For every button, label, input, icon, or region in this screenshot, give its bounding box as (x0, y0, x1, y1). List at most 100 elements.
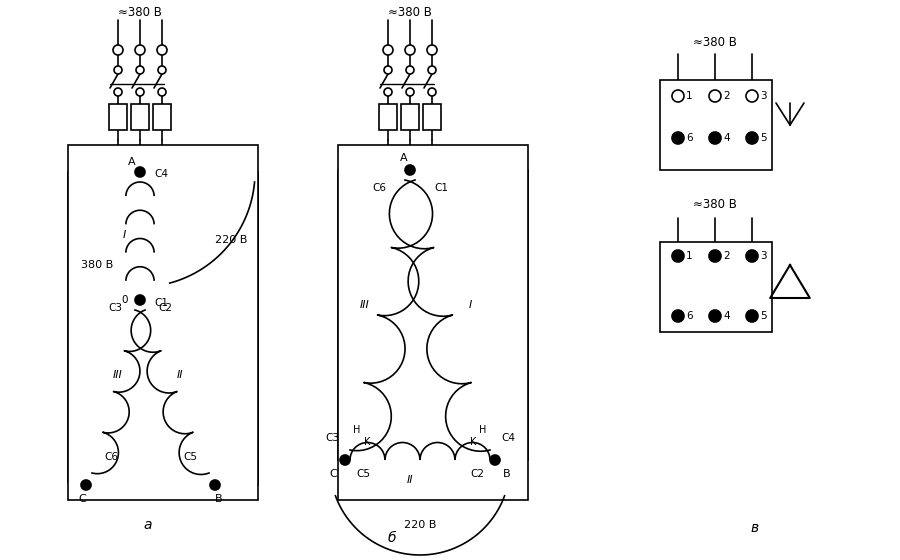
Text: III: III (113, 370, 123, 380)
Text: ≈380 В: ≈380 В (693, 35, 737, 49)
Circle shape (746, 250, 758, 262)
Text: 5: 5 (760, 133, 767, 143)
Text: A: A (128, 157, 136, 167)
Bar (131, 104, 149, 130)
Circle shape (340, 455, 350, 465)
Circle shape (709, 132, 721, 144)
Bar (109, 104, 127, 130)
Text: H: H (480, 425, 487, 435)
Circle shape (673, 133, 683, 143)
Bar (423, 104, 441, 130)
Circle shape (135, 295, 145, 305)
Circle shape (709, 90, 721, 102)
Text: C5: C5 (356, 469, 370, 479)
Bar (660, 242, 772, 332)
Bar (660, 80, 772, 170)
Circle shape (384, 66, 392, 74)
Text: C6: C6 (104, 452, 118, 462)
Text: C2: C2 (158, 303, 172, 313)
Text: I: I (468, 300, 472, 310)
Circle shape (747, 133, 757, 143)
Circle shape (405, 45, 415, 55)
Circle shape (136, 88, 144, 96)
Text: 5: 5 (760, 311, 767, 321)
Text: C3: C3 (325, 433, 339, 443)
Circle shape (747, 311, 757, 321)
Circle shape (114, 88, 122, 96)
Text: в: в (751, 521, 759, 535)
Circle shape (406, 66, 414, 74)
Text: 1: 1 (686, 251, 693, 261)
Circle shape (135, 167, 145, 177)
Text: 3: 3 (760, 91, 767, 101)
Circle shape (746, 90, 758, 102)
Text: ≈380 В: ≈380 В (118, 6, 162, 18)
Circle shape (158, 88, 166, 96)
Circle shape (672, 250, 684, 262)
Bar (68, 145, 258, 500)
Text: 2: 2 (723, 91, 730, 101)
Text: 220 В: 220 В (404, 520, 436, 530)
Text: C1: C1 (434, 183, 448, 193)
Circle shape (490, 455, 500, 465)
Circle shape (709, 250, 721, 262)
Text: 0: 0 (122, 295, 128, 305)
Text: 6: 6 (686, 133, 693, 143)
Circle shape (427, 45, 437, 55)
Circle shape (113, 45, 123, 55)
Text: ≈380 В: ≈380 В (388, 6, 432, 18)
Circle shape (747, 251, 757, 261)
Bar (379, 104, 397, 130)
Text: K: K (364, 437, 370, 447)
Text: 220 В: 220 В (215, 235, 248, 245)
Text: C1: C1 (154, 298, 168, 308)
Text: II: II (176, 370, 184, 380)
Circle shape (135, 45, 145, 55)
Text: 380 В: 380 В (81, 260, 113, 270)
Text: C2: C2 (470, 469, 484, 479)
Circle shape (710, 251, 720, 261)
Text: C4: C4 (501, 433, 515, 443)
Text: 4: 4 (723, 133, 730, 143)
Circle shape (709, 310, 721, 322)
Circle shape (210, 480, 220, 490)
Bar (153, 104, 171, 130)
Circle shape (672, 90, 684, 102)
Text: 6: 6 (686, 311, 693, 321)
Circle shape (157, 45, 167, 55)
Text: 2: 2 (723, 251, 730, 261)
Circle shape (136, 66, 144, 74)
Text: K: K (470, 437, 476, 447)
Text: A: A (400, 153, 408, 163)
Circle shape (81, 480, 91, 490)
Text: C4: C4 (154, 169, 168, 179)
Text: а: а (144, 518, 152, 532)
Bar (401, 104, 419, 130)
Circle shape (673, 251, 683, 261)
Text: B: B (503, 469, 510, 479)
Text: C3: C3 (108, 303, 122, 313)
Text: 4: 4 (723, 311, 730, 321)
Circle shape (428, 88, 436, 96)
Circle shape (114, 66, 122, 74)
Text: C6: C6 (372, 183, 386, 193)
Circle shape (405, 165, 415, 175)
Text: ≈380 В: ≈380 В (693, 198, 737, 212)
Text: 3: 3 (760, 251, 767, 261)
Circle shape (158, 66, 166, 74)
Text: B: B (215, 494, 223, 504)
Circle shape (710, 311, 720, 321)
Circle shape (746, 132, 758, 144)
Bar (338, 145, 528, 500)
Circle shape (428, 66, 436, 74)
Circle shape (383, 45, 393, 55)
Text: 1: 1 (686, 91, 693, 101)
Text: II: II (407, 475, 413, 485)
Text: C: C (78, 494, 86, 504)
Circle shape (384, 88, 392, 96)
Circle shape (406, 88, 414, 96)
Circle shape (710, 133, 720, 143)
Text: C: C (329, 469, 337, 479)
Text: III: III (360, 300, 370, 310)
Text: C5: C5 (183, 452, 197, 462)
